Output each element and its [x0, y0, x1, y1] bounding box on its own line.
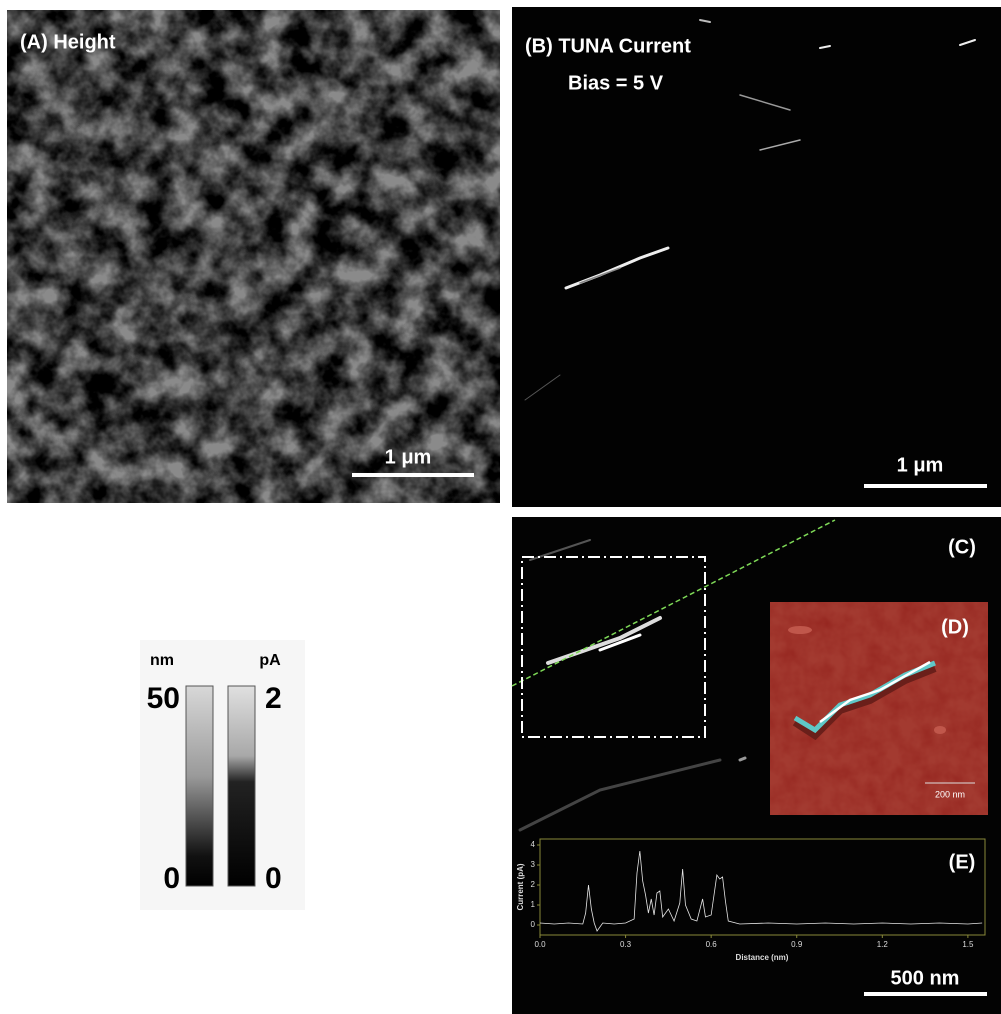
colorbar-min: 0	[163, 862, 180, 895]
colorbar	[186, 686, 213, 886]
scale-bar-label: 500 nm	[891, 967, 960, 989]
page-body: (A) Height 1 μm (B) TUNA Current Bias = …	[0, 0, 1001, 1014]
x-tick-label: 0.0	[534, 940, 546, 949]
y-tick-label: 1	[531, 900, 536, 909]
panel-label: (E)	[949, 851, 976, 873]
panel-label: (C)	[948, 536, 976, 558]
x-tick-label: 0.9	[791, 940, 803, 949]
panel-d: (D) 200 nm	[770, 602, 988, 815]
x-tick-label: 1.2	[877, 940, 889, 949]
colorbar-min: 0	[265, 862, 282, 895]
x-tick-label: 0.3	[620, 940, 632, 949]
scale-bar-label: 200 nm	[935, 789, 965, 799]
particle	[934, 726, 946, 734]
panel-label: (A) Height	[20, 31, 116, 53]
y-tick-label: 0	[531, 920, 536, 929]
figure: (A) Height 1 μm (B) TUNA Current Bias = …	[0, 0, 1001, 1014]
colorbar	[228, 686, 255, 886]
panel-a: (A) Height 1 μm	[7, 10, 500, 503]
scale-bar-label: 1 μm	[385, 446, 432, 468]
y-axis-label: Current (pA)	[516, 863, 525, 910]
particle	[788, 626, 812, 634]
colorbar-max: 2	[265, 682, 282, 715]
page: {"panels": { "a": {"label": "(A) Height"…	[0, 0, 1001, 1014]
colorbar-max: 50	[147, 682, 180, 715]
panel-label: (D)	[941, 616, 969, 638]
panel-b: (B) TUNA Current Bias = 5 V 1 μm	[512, 7, 1001, 507]
y-tick-label: 3	[531, 860, 536, 869]
x-tick-label: 0.6	[706, 940, 718, 949]
height-texture	[7, 10, 500, 503]
scale-bar-label: 1 μm	[897, 454, 944, 476]
x-axis-label: Distance (nm)	[736, 953, 789, 962]
colorbars: nm pA 50 2 0 0	[140, 640, 305, 910]
bias-label: Bias = 5 V	[568, 72, 664, 94]
colorbar-unit: nm	[150, 652, 174, 669]
panel-label: (B) TUNA Current	[525, 35, 691, 57]
x-tick-label: 1.5	[962, 940, 974, 949]
colorbar-unit: pA	[259, 652, 281, 669]
y-tick-label: 2	[531, 880, 536, 889]
y-tick-label: 4	[531, 840, 536, 849]
